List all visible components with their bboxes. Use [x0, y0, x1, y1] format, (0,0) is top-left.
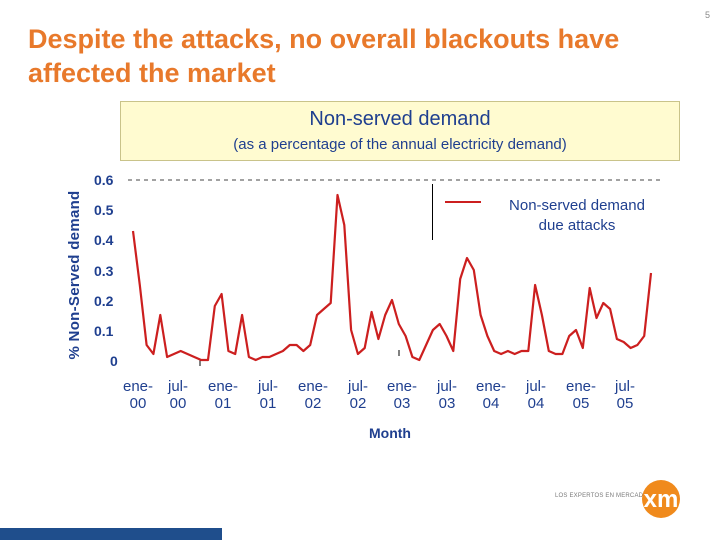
logo-circle	[642, 480, 680, 518]
logo-tagline: LOS EXPERTOS EN MERCADOS	[555, 493, 653, 499]
series-line	[131, 193, 653, 362]
x-axis-label: Month	[369, 425, 411, 441]
x-tick-label: ene- 01	[207, 378, 239, 412]
x-tick-label: ene- 03	[386, 378, 418, 412]
footer-bar	[0, 528, 222, 540]
x-tick-label: ene- 00	[122, 378, 154, 412]
y-tick-label: 0.4	[94, 232, 114, 248]
legend-swatch	[445, 201, 481, 203]
y-tick-label: 0.2	[94, 293, 114, 309]
x-tick-label: jul- 00	[167, 378, 188, 412]
y-tick-label: 0.5	[94, 202, 114, 218]
x-tick-label: jul- 03	[436, 378, 457, 412]
x-tick-label: jul- 05	[614, 378, 635, 412]
x-tick-label: jul- 02	[347, 378, 368, 412]
x-tick-label: jul- 01	[257, 378, 278, 412]
logo-letters: xm	[644, 486, 679, 513]
slide-title: Despite the attacks, no overall blackout…	[28, 24, 620, 88]
page-number: 5	[704, 10, 710, 20]
chart-subtitle: (as a percentage of the annual electrici…	[233, 136, 567, 153]
xm-logo: xm	[642, 480, 680, 518]
x-tick-label: jul- 04	[525, 378, 546, 412]
chart-title-box: Non-served demand (as a percentage of th…	[120, 101, 680, 161]
x-tick-label: ene- 05	[565, 378, 597, 412]
y-tick-label: 0.3	[94, 263, 114, 279]
legend-label-line1: Non-served demand	[509, 197, 645, 214]
x-tick-label: ene- 02	[297, 378, 329, 412]
y-tick-label: 0.6	[94, 172, 114, 188]
chart-title: Non-served demand	[309, 108, 491, 130]
legend-label: Non-served demand due attacks	[487, 196, 667, 236]
y-tick-label: 0.1	[94, 323, 114, 339]
legend: Non-served demand due attacks	[432, 184, 669, 240]
x-tick-label: ene- 04	[475, 378, 507, 412]
legend-label-line2: due attacks	[538, 217, 616, 234]
y-tick-label: 0	[110, 353, 118, 369]
